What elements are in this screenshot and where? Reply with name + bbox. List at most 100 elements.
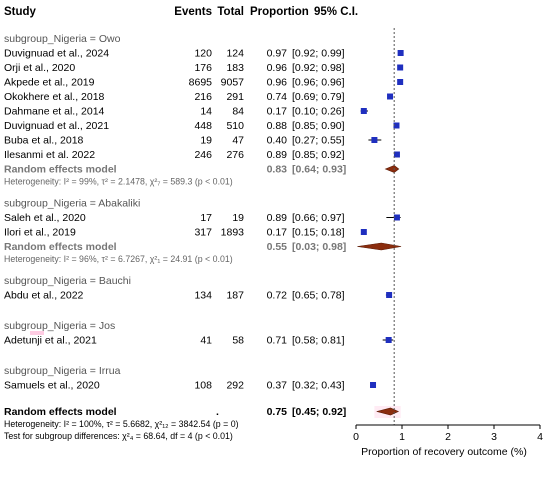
study-events: 14	[200, 106, 212, 118]
study-proportion: 0.96	[267, 62, 288, 74]
study-events: 19	[200, 135, 212, 147]
study-events: 448	[194, 120, 212, 132]
study-square	[397, 79, 404, 85]
study-name: Akpede et al., 2019	[4, 77, 95, 89]
study-ci: [0.58; 0.81]	[292, 335, 345, 347]
study-ci: [0.27; 0.55]	[292, 135, 345, 147]
heterogeneity-0: Heterogeneity: I² = 99%, τ² = 2.1478, χ²…	[4, 177, 233, 187]
study-name: Ilesanmi et al. 2022	[4, 149, 95, 161]
overall-diamond	[376, 407, 400, 416]
pooled-0-diamond	[384, 165, 400, 173]
study-proportion: 0.96	[267, 77, 288, 89]
x-tick-label: 3	[491, 431, 497, 443]
study-proportion: 0.74	[267, 91, 288, 103]
pooled-proportion-1: 0.55	[267, 241, 288, 253]
x-axis-label: Proportion of recovery outcome (%)	[361, 446, 527, 458]
study-square	[397, 50, 404, 56]
pooled-ci-0: [0.64; 0.93]	[292, 164, 346, 176]
study-ci: [0.92; 0.98]	[292, 62, 345, 74]
study-events: 246	[194, 149, 212, 161]
header-study: Study	[4, 6, 37, 18]
overall-proportion: 0.75	[267, 406, 288, 418]
study-events: 134	[194, 290, 212, 302]
study-proportion: 0.89	[267, 212, 288, 224]
study-square	[370, 382, 377, 388]
pooled-label-0: Random effects model	[4, 164, 117, 176]
study-proportion: 0.17	[267, 106, 288, 118]
overall-heterogeneity: Heterogeneity: I² = 100%, τ² = 5.6682, χ…	[4, 419, 239, 429]
study-events: 317	[194, 227, 212, 239]
pooled-proportion-0: 0.83	[267, 164, 288, 176]
study-ci: [0.65; 0.78]	[292, 290, 345, 302]
study-name: Abdu et al., 2022	[4, 290, 84, 302]
study-total: 292	[226, 380, 244, 392]
study-ci: [0.10; 0.26]	[292, 106, 345, 118]
header-ci: 95% C.I.	[314, 6, 358, 18]
study-square	[387, 93, 394, 100]
study-square	[386, 292, 393, 298]
study-square	[385, 337, 392, 343]
study-events: 41	[200, 335, 212, 347]
study-name: Adetunji et al., 2021	[4, 335, 97, 347]
header-proportion: Proportion	[250, 6, 309, 18]
study-events: 8695	[189, 77, 213, 89]
study-ci: [0.96; 0.96]	[292, 77, 345, 89]
subgroup-label-2: subgroup_Nigeria = Bauchi	[4, 275, 131, 287]
overall-label: Random effects model	[4, 406, 117, 418]
subgroup-label-0: subgroup_Nigeria = Owo	[4, 33, 121, 45]
study-total: 47	[232, 135, 244, 147]
x-tick-label: 0	[353, 431, 359, 443]
study-proportion: 0.71	[267, 335, 288, 347]
study-events: 17	[200, 212, 212, 224]
study-ci: [0.32; 0.43]	[292, 380, 345, 392]
study-name: Dahmane et al., 2014	[4, 106, 105, 118]
study-total: 84	[232, 106, 244, 118]
study-ci: [0.66; 0.97]	[292, 212, 345, 224]
study-name: Okokhere et al., 2018	[4, 91, 105, 103]
table-rows: subgroup_Nigeria = Owo Duvignuad et al., …	[4, 33, 346, 441]
study-name: Saleh et al., 2020	[4, 212, 86, 224]
study-name: Duvignuad et al., 2024	[4, 48, 109, 60]
study-square	[360, 229, 367, 235]
study-events: 176	[194, 62, 212, 74]
study-name: Buba et al., 2018	[4, 135, 84, 147]
x-tick-label: 4	[537, 431, 543, 443]
study-ci: [0.85; 0.92]	[292, 149, 345, 161]
subgroup-label-4: subgroup_Nigeria = Irrua	[4, 365, 121, 377]
pooled-label-1: Random effects model	[4, 241, 117, 253]
pooled-ci-1: [0.03; 0.98]	[292, 241, 346, 253]
study-ci: [0.92; 0.99]	[292, 48, 345, 60]
study-ci: [0.85; 0.90]	[292, 120, 345, 132]
study-square	[371, 137, 378, 143]
study-square	[397, 64, 404, 71]
heterogeneity-1: Heterogeneity: I² = 96%, τ² = 6.7267, χ²…	[4, 254, 233, 264]
study-proportion: 0.72	[267, 290, 288, 302]
header-total: Total	[217, 6, 244, 18]
study-proportion: 0.89	[267, 149, 288, 161]
study-total: 124	[226, 48, 244, 60]
study-square	[360, 108, 367, 114]
study-total: 183	[226, 62, 244, 74]
x-tick-label: 1	[399, 431, 405, 443]
x-tick-label: 2	[445, 431, 451, 443]
subgroup-label-1: subgroup_Nigeria = Abakaliki	[4, 198, 140, 210]
table-header: Study Events Total Proportion 95% C.I.	[4, 6, 358, 18]
study-proportion: 0.37	[267, 380, 288, 392]
study-square	[393, 122, 400, 129]
study-total: 291	[226, 91, 244, 103]
study-ci: [0.15; 0.18]	[292, 227, 345, 239]
study-total: 19	[232, 212, 244, 224]
study-total: 58	[232, 335, 244, 347]
study-total: 9057	[221, 77, 245, 89]
study-total: 510	[226, 120, 244, 132]
subgroup-label-3: subgroup_Nigeria = Jos	[4, 320, 115, 332]
study-total: 1893	[221, 227, 245, 239]
study-square	[393, 151, 400, 158]
subgroup-test: Test for subgroup differences: χ²₄ = 68.…	[4, 431, 233, 441]
header-events: Events	[174, 6, 212, 18]
study-total: 187	[226, 290, 244, 302]
study-ci: [0.69; 0.79]	[292, 91, 345, 103]
study-proportion: 0.17	[267, 227, 288, 239]
study-proportion: 0.40	[267, 135, 288, 147]
